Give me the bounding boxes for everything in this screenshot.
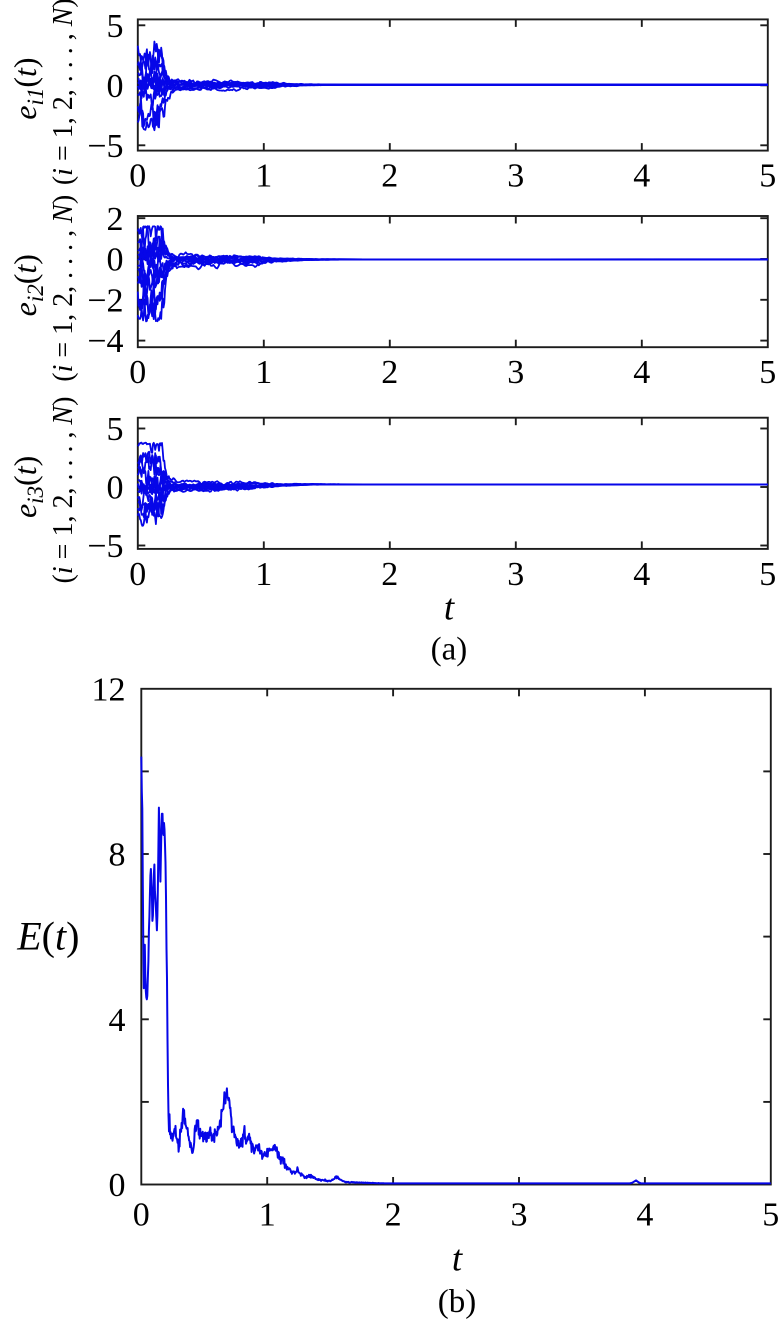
svg-text:4: 4 bbox=[633, 158, 650, 195]
svg-text:0: 0 bbox=[107, 68, 124, 105]
svg-text:E(t): E(t) bbox=[16, 914, 79, 959]
svg-text:8: 8 bbox=[109, 837, 126, 874]
svg-text:−5: −5 bbox=[87, 528, 123, 565]
svg-text:−4: −4 bbox=[87, 323, 123, 360]
svg-text:0: 0 bbox=[133, 1197, 150, 1234]
svg-text:5: 5 bbox=[759, 556, 776, 593]
svg-text:0: 0 bbox=[109, 1167, 126, 1204]
svg-text:2: 2 bbox=[381, 158, 398, 195]
svg-text:3: 3 bbox=[507, 354, 524, 391]
svg-text:12: 12 bbox=[92, 671, 126, 708]
svg-text:4: 4 bbox=[633, 354, 650, 391]
svg-text:1: 1 bbox=[255, 158, 272, 195]
svg-text:5: 5 bbox=[107, 411, 124, 448]
svg-text:t: t bbox=[444, 587, 456, 628]
svg-text:(i = 1, 2, . . . , N): (i = 1, 2, . . . , N) bbox=[48, 397, 79, 584]
svg-text:t: t bbox=[452, 1238, 464, 1279]
svg-text:5: 5 bbox=[107, 8, 124, 45]
svg-text:2: 2 bbox=[107, 201, 124, 238]
svg-text:(a): (a) bbox=[431, 631, 468, 667]
svg-text:4: 4 bbox=[109, 1002, 126, 1039]
svg-text:2: 2 bbox=[381, 556, 398, 593]
svg-text:ei1(t): ei1(t) bbox=[7, 57, 48, 119]
svg-text:0: 0 bbox=[129, 158, 146, 195]
svg-text:(i = 1, 2, . . . , N): (i = 1, 2, . . . , N) bbox=[48, 0, 79, 185]
svg-text:4: 4 bbox=[633, 556, 650, 593]
svg-text:−5: −5 bbox=[87, 128, 123, 165]
svg-text:1: 1 bbox=[259, 1197, 276, 1234]
svg-text:3: 3 bbox=[511, 1197, 528, 1234]
svg-text:5: 5 bbox=[759, 354, 776, 391]
svg-text:1: 1 bbox=[255, 556, 272, 593]
svg-text:2: 2 bbox=[381, 354, 398, 391]
svg-text:ei2(t): ei2(t) bbox=[7, 254, 48, 316]
svg-text:(i = 1, 2, . . . , N): (i = 1, 2, . . . , N) bbox=[48, 195, 79, 382]
svg-text:0: 0 bbox=[107, 242, 124, 279]
svg-text:−2: −2 bbox=[87, 282, 123, 319]
svg-text:5: 5 bbox=[759, 158, 776, 195]
svg-text:3: 3 bbox=[507, 556, 524, 593]
svg-text:2: 2 bbox=[385, 1197, 402, 1234]
svg-text:0: 0 bbox=[129, 354, 146, 391]
svg-text:5: 5 bbox=[762, 1197, 779, 1234]
svg-text:0: 0 bbox=[129, 556, 146, 593]
svg-text:3: 3 bbox=[507, 158, 524, 195]
svg-text:4: 4 bbox=[636, 1197, 653, 1234]
svg-text:0: 0 bbox=[107, 470, 124, 507]
svg-text:1: 1 bbox=[255, 354, 272, 391]
svg-text:(b): (b) bbox=[438, 1284, 476, 1320]
svg-text:ei3(t): ei3(t) bbox=[7, 456, 48, 518]
